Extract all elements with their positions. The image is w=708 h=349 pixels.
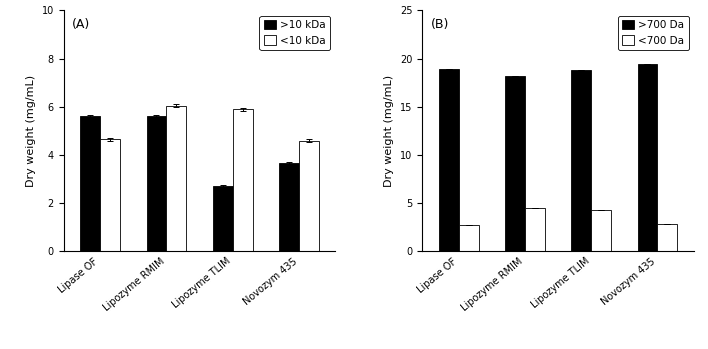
Bar (439, 69, 459, 251)
Bar (213, 186, 233, 251)
Bar (147, 117, 166, 251)
Bar (571, 70, 591, 251)
Bar (233, 109, 253, 251)
Text: (A): (A) (72, 18, 90, 31)
Legend: >700 Da, <700 Da: >700 Da, <700 Da (617, 16, 689, 50)
Y-axis label: Dry weight (mg/mL): Dry weight (mg/mL) (26, 75, 36, 187)
Bar (459, 225, 479, 251)
Bar (279, 163, 299, 251)
Bar (80, 117, 100, 251)
Text: (B): (B) (430, 18, 449, 31)
Bar (505, 76, 525, 251)
Bar (525, 208, 544, 251)
Bar (100, 139, 120, 251)
Bar (166, 106, 186, 251)
Bar (299, 141, 319, 251)
Bar (591, 210, 611, 251)
Bar (658, 224, 678, 251)
Legend: >10 kDa, <10 kDa: >10 kDa, <10 kDa (260, 16, 330, 50)
Bar (637, 65, 658, 251)
Y-axis label: Dry weight (mg/mL): Dry weight (mg/mL) (384, 75, 394, 187)
